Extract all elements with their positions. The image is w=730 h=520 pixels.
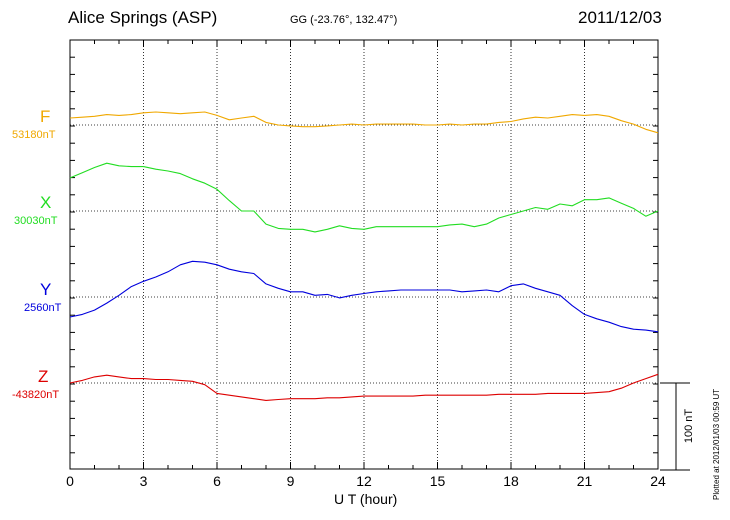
series-line-z (69, 373, 659, 401)
component-label-f: F (40, 107, 51, 126)
baseline-label-f: 53180nT (12, 129, 56, 141)
component-label-z: Z (38, 367, 49, 386)
series-line-x (69, 162, 659, 233)
series-line-y (69, 260, 659, 333)
x-tick-label: 6 (213, 473, 221, 489)
station-title: Alice Springs (ASP) (68, 8, 218, 27)
x-tick-label: 9 (287, 473, 295, 489)
series-line-f (69, 111, 659, 134)
baseline-label-x: 30030nT (14, 215, 58, 227)
x-tick-label: 18 (503, 473, 519, 489)
baseline-label-z: -43820nT (12, 389, 60, 401)
x-tick-label: 3 (140, 473, 148, 489)
component-label-x: X (40, 193, 52, 212)
x-tick-label: 15 (430, 473, 446, 489)
x-tick-label: 12 (356, 473, 372, 489)
x-tick-label: 21 (577, 473, 593, 489)
x-tick-label: 0 (66, 473, 74, 489)
plot-date: 2011/12/03 (578, 8, 662, 27)
x-axis-label: U T (hour) (334, 491, 398, 507)
scale-bar-label: 100 nT (683, 409, 695, 444)
component-label-y: Y (40, 280, 52, 299)
x-tick-label: 24 (650, 473, 666, 489)
station-coordinates: GG (-23.76°, 132.47°) (290, 14, 398, 26)
plot-frame (69, 39, 659, 470)
plotted-timestamp: Plotted at 2012/01/03 00:59 UT (712, 388, 721, 500)
baseline-label-y: 2560nT (24, 302, 62, 314)
